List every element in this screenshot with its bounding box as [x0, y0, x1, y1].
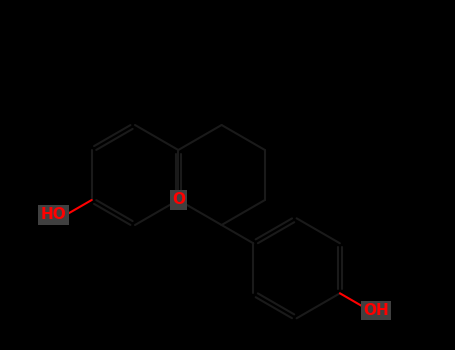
Text: O: O — [172, 193, 185, 208]
Text: OH: OH — [364, 303, 389, 318]
Text: HO: HO — [40, 208, 66, 223]
